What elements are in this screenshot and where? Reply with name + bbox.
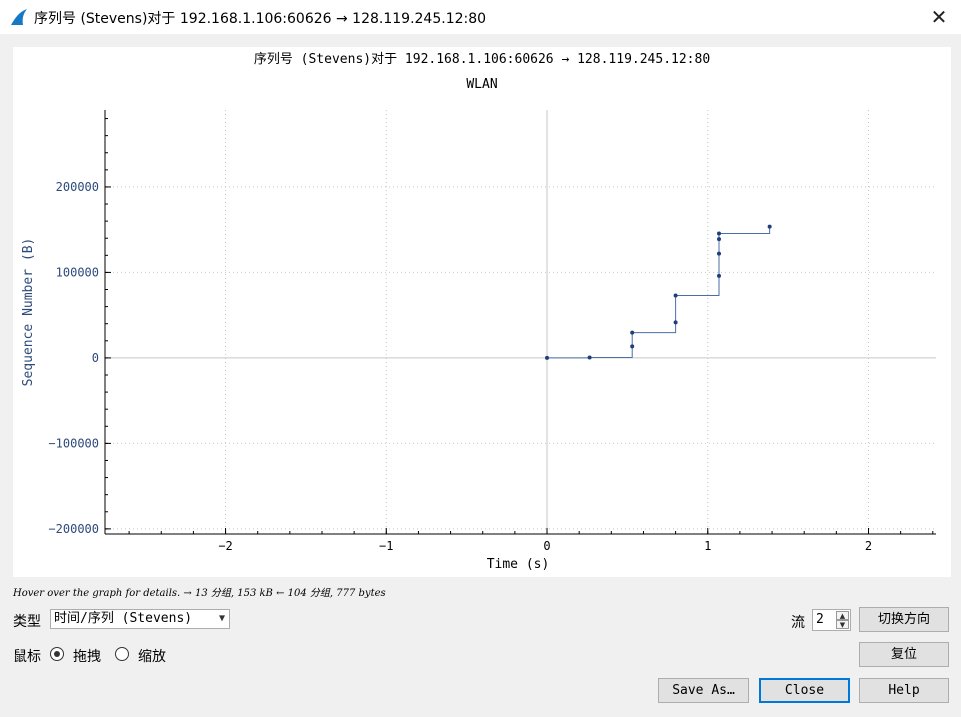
wireshark-fin-icon [11,9,27,25]
reset-button[interactable]: 复位 [859,642,949,667]
y-tick-label: 0 [92,351,99,365]
type-label: 类型 [13,614,41,630]
stream-value: 2 [816,612,824,627]
data-point [630,330,635,335]
mouse-label: 鼠标 [13,649,41,665]
sequence-graph[interactable]: 序列号 (Stevens)对于 192.168.1.106:60626 → 12… [13,47,951,577]
spin-up-icon[interactable]: ▲ [836,611,849,620]
data-point [717,273,722,278]
save-as-button[interactable]: Save As… [658,678,749,703]
y-tick-label: −200000 [48,522,99,536]
graph-title: 序列号 (Stevens)对于 192.168.1.106:60626 → 12… [254,52,710,67]
x-tick-label: −1 [379,539,393,553]
sequence-step-line [547,226,771,359]
x-tick-label: 0 [543,539,550,553]
drag-radio[interactable] [50,647,64,661]
graph-type-value: 时间/序列 (Stevens) [54,611,193,626]
graph-type-select[interactable]: 时间/序列 (Stevens) ▼ [50,609,230,629]
y-tick-label: 100000 [56,265,99,279]
stream-spinbox[interactable]: 2 ▲ ▼ [812,609,851,631]
chevron-down-icon: ▼ [218,613,225,624]
spin-down-icon[interactable]: ▼ [836,620,849,629]
close-icon[interactable]: ✕ [930,5,948,29]
data-point [717,251,722,256]
help-button[interactable]: Help [859,678,949,703]
data-point [717,237,722,242]
y-tick-label: 200000 [56,180,99,194]
window-title: 序列号 (Stevens)对于 192.168.1.106:60626 → 12… [34,11,487,27]
data-series [545,224,772,360]
graph-subtitle: WLAN [466,77,497,92]
x-tick-label: −2 [218,539,232,553]
hover-hint: Hover over the graph for details. → 13 分… [13,588,386,599]
data-point [717,231,722,236]
x-tick-label: 1 [704,539,711,553]
close-button[interactable]: Close [759,678,850,703]
title-bar: 序列号 (Stevens)对于 192.168.1.106:60626 → 12… [0,0,961,34]
y-axis-label: Sequence Number (B) [21,238,36,387]
data-point [587,355,592,360]
data-point [630,344,635,349]
axes: −200000 −100000 0 100000 200000 −2 −1 0 1 2 [48,110,936,553]
drag-label[interactable]: 拖拽 [73,649,101,665]
x-axis-label: Time (s) [487,557,550,572]
zoom-radio[interactable] [115,647,129,661]
data-point [673,293,678,298]
stream-label: 流 [791,615,805,631]
x-tick-label: 2 [865,539,872,553]
y-tick-label: −100000 [48,436,99,450]
switch-direction-button[interactable]: 切换方向 [859,607,949,632]
graph-plot-area[interactable]: 序列号 (Stevens)对于 192.168.1.106:60626 → 12… [13,47,951,577]
data-point [673,320,678,325]
grid-lines [105,110,936,534]
data-point [767,224,772,229]
data-point [545,355,550,360]
zoom-label[interactable]: 缩放 [138,649,166,665]
